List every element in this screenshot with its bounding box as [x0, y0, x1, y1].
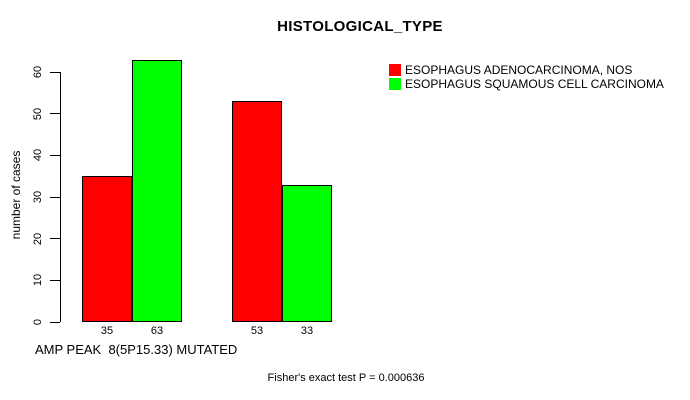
bar-value-label: 33 — [300, 325, 314, 337]
legend-item-squamous: ESOPHAGUS SQUAMOUS CELL CARCINOMA — [389, 77, 664, 91]
legend: ESOPHAGUS ADENOCARCINOMA, NOS ESOPHAGUS … — [389, 63, 664, 91]
bar-value-label: 35 — [100, 325, 114, 337]
y-axis-tick-label: 30 — [32, 190, 44, 204]
legend-swatch-green — [389, 78, 401, 90]
bar-value-label: 53 — [250, 325, 264, 337]
legend-swatch-red — [389, 64, 401, 76]
y-axis-label: number of cases — [9, 150, 23, 240]
legend-item-adenocarcinoma: ESOPHAGUS ADENOCARCINOMA, NOS — [389, 63, 664, 77]
fisher-test-note: Fisher's exact test P = 0.000636 — [267, 372, 425, 384]
y-axis-tick-label: 60 — [32, 65, 44, 79]
bar-series-1-group-1 — [82, 176, 132, 322]
y-axis-tick-label: 40 — [32, 149, 44, 162]
legend-label: ESOPHAGUS ADENOCARCINOMA, NOS — [405, 63, 633, 77]
y-axis-tick — [50, 238, 60, 240]
y-axis-tick — [50, 71, 60, 73]
y-axis-tick — [50, 196, 60, 198]
y-axis-tick-label: 50 — [32, 107, 44, 120]
bar-series-2-group-1 — [132, 59, 182, 322]
y-axis-tick — [50, 154, 60, 156]
bar-series-1-group-2 — [232, 101, 282, 322]
y-axis-tick — [50, 113, 60, 115]
y-axis-tick-label: 10 — [32, 274, 44, 287]
x-axis-caption: AMP PEAK 8(5P15.33) MUTATED — [35, 342, 238, 357]
chart-title: HISTOLOGICAL_TYPE — [277, 18, 443, 35]
legend-label: ESOPHAGUS SQUAMOUS CELL CARCINOMA — [405, 77, 664, 91]
bar-series-2-group-2 — [282, 184, 332, 322]
y-axis-tick-label: 0 — [32, 318, 44, 326]
y-axis-tick — [50, 279, 60, 281]
y-axis-line — [60, 72, 61, 322]
y-axis-tick-label: 20 — [32, 232, 44, 245]
bar-value-label: 63 — [150, 325, 164, 337]
y-axis-tick — [50, 321, 60, 323]
